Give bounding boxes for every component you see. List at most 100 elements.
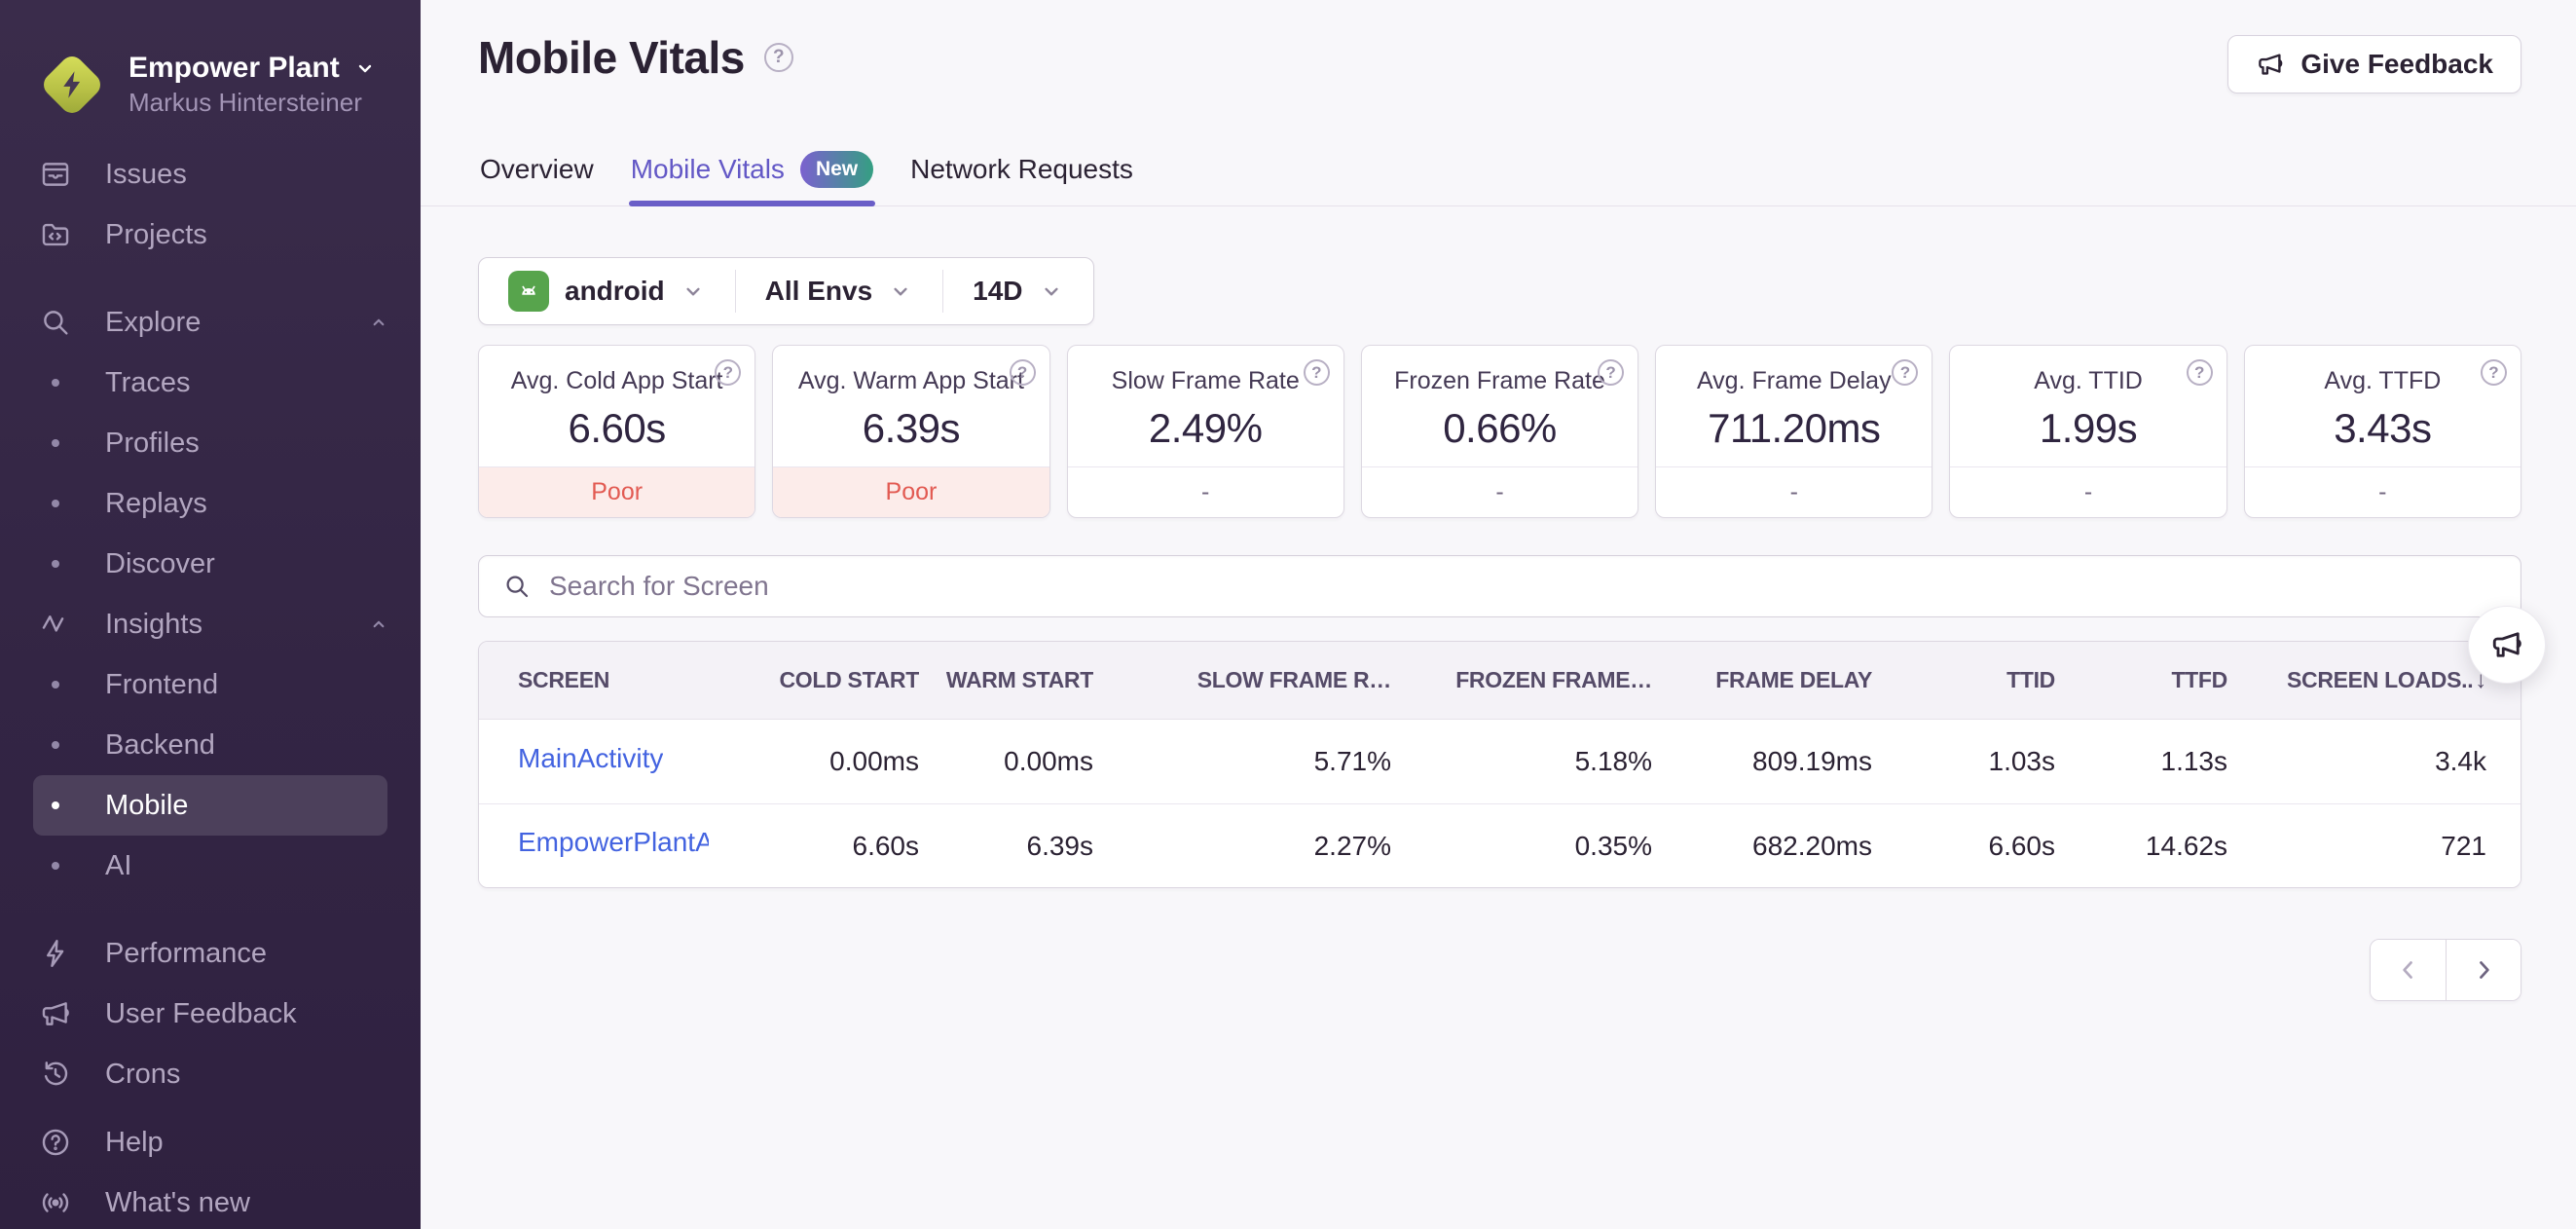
column-header-cold-start[interactable]: COLD START [779, 667, 919, 692]
cell-ttid: 6.60s [1988, 830, 2056, 861]
bullet-icon [37, 500, 74, 507]
question-icon[interactable]: ? [1009, 359, 1036, 386]
question-icon[interactable]: ? [1598, 359, 1625, 386]
chevron-down-icon [1044, 287, 1058, 296]
date-range-filter[interactable]: 14D [943, 258, 1092, 324]
chevron-right-icon [2480, 961, 2489, 979]
give-feedback-button[interactable]: Give Feedback [2227, 35, 2521, 93]
sidebar-item-help[interactable]: Help [0, 1112, 421, 1173]
cell-screen-loads: 721 [2441, 830, 2486, 861]
metric-value: 3.43s [2334, 404, 2432, 451]
cell-frozen-frame-rate: 5.18% [1574, 746, 1652, 776]
column-header-ttfd[interactable]: TTFD [2171, 667, 2227, 692]
sidebar-item-profiles[interactable]: Profiles [0, 413, 421, 473]
tab-overview[interactable]: Overview [478, 132, 596, 205]
feedback-widget-button[interactable] [2468, 606, 2546, 684]
metric-card-frozen-frame-rate: ? Frozen Frame Rate 0.66% - [1360, 345, 1639, 518]
tab-label: Overview [480, 153, 594, 184]
chevron-up-icon[interactable] [366, 612, 391, 637]
question-icon[interactable]: ? [2480, 359, 2507, 386]
chevron-up-icon[interactable] [366, 310, 391, 335]
project-filter[interactable]: android [479, 258, 735, 324]
column-header-slow-frame-rate[interactable]: SLOW FRAME R… [1196, 667, 1391, 692]
sidebar-item-label: Performance [105, 937, 268, 969]
cell-frame-delay: 682.20ms [1752, 830, 1872, 861]
cell-frozen-frame-rate: 0.35% [1574, 830, 1652, 861]
column-header-warm-start[interactable]: WARM START [945, 667, 1093, 692]
chevron-down-icon [686, 287, 700, 296]
sort-desc-icon: ↓ [2475, 666, 2486, 693]
sidebar-item-frontend[interactable]: Frontend [0, 654, 421, 715]
metric-label: Avg. TTFD [2324, 366, 2442, 394]
org-logo [37, 50, 107, 120]
sidebar-item-label: Help [105, 1126, 164, 1158]
sidebar: Empower Plant Markus Hintersteiner Issue… [0, 0, 421, 1229]
org-switcher[interactable]: Empower Plant Markus Hintersteiner [0, 0, 421, 136]
metric-status-badge: Poor [773, 466, 1049, 517]
cell-ttfd: 14.62s [2145, 830, 2227, 861]
bullet-icon [37, 741, 74, 749]
page-title: Mobile Vitals [478, 32, 745, 83]
sidebar-item-label: Profiles [105, 427, 200, 459]
bullet-icon [37, 379, 74, 387]
sidebar-item-user-feedback[interactable]: User Feedback [0, 984, 421, 1044]
column-header-frame-delay[interactable]: FRAME DELAY [1715, 667, 1872, 692]
chevron-left-icon [2402, 961, 2412, 979]
question-icon[interactable]: ? [2186, 359, 2213, 386]
sidebar-item-label: Projects [105, 218, 207, 250]
metric-value: 1.99s [2039, 404, 2138, 451]
metric-value: 711.20ms [1708, 404, 1881, 451]
sidebar-item-label: Crons [105, 1058, 181, 1090]
metric-card-cold-app-start: ? Avg. Cold App Start 6.60s Poor [478, 345, 756, 518]
sidebar-item-mobile[interactable]: Mobile [33, 775, 387, 836]
metric-status-badge: - [1656, 466, 1932, 517]
question-icon[interactable]: ? [1892, 359, 1919, 386]
sidebar-item-projects[interactable]: Projects [0, 205, 421, 265]
screen-link[interactable]: EmpowerPlantAct [518, 827, 709, 857]
sidebar-item-traces[interactable]: Traces [0, 353, 421, 413]
column-header-frozen-frame-rate[interactable]: FROZEN FRAME… [1455, 667, 1652, 692]
tab-mobile-vitals[interactable]: Mobile Vitals New [628, 132, 876, 206]
sidebar-item-issues[interactable]: Issues [0, 144, 421, 205]
pagination [478, 939, 2521, 1001]
megaphone-icon [2492, 632, 2521, 657]
bullet-icon [37, 439, 74, 447]
sidebar-item-whats-new[interactable]: What's new [0, 1173, 421, 1229]
question-icon[interactable]: ? [715, 359, 742, 386]
sidebar-item-explore[interactable]: Explore [0, 292, 421, 353]
sidebar-item-label: AI [105, 849, 132, 881]
sidebar-item-label: Replays [105, 487, 207, 519]
sidebar-item-backend[interactable]: Backend [0, 715, 421, 775]
screen-link[interactable]: MainActivity [518, 742, 664, 773]
table-row[interactable]: MainActivity 0.00ms 0.00ms 5.71% 5.18% 8… [479, 720, 2521, 803]
sidebar-item-replays[interactable]: Replays [0, 473, 421, 534]
metric-card-warm-app-start: ? Avg. Warm App Start 6.39s Poor [772, 345, 1050, 518]
column-header-screen-loads[interactable]: SCREEN LOADS..↓ [2227, 667, 2486, 694]
pagination-prev-button[interactable] [2371, 940, 2446, 1000]
cell-ttfd: 1.13s [2160, 746, 2228, 776]
sidebar-item-ai[interactable]: AI [0, 836, 421, 896]
bullet-icon [37, 681, 74, 689]
sidebar-item-discover[interactable]: Discover [0, 534, 421, 594]
question-icon[interactable]: ? [1303, 359, 1330, 386]
page-help-icon[interactable]: ? [763, 43, 793, 72]
sidebar-item-label: Mobile [105, 789, 189, 821]
metric-label: Slow Frame Rate [1111, 366, 1300, 394]
sidebar-item-crons[interactable]: Crons [0, 1044, 421, 1104]
sidebar-item-performance[interactable]: Performance [0, 923, 421, 984]
pagination-next-button[interactable] [2446, 940, 2521, 1000]
sidebar-item-insights[interactable]: Insights [0, 594, 421, 654]
tab-network-requests[interactable]: Network Requests [908, 132, 1135, 205]
metric-card-frame-delay: ? Avg. Frame Delay 711.20ms - [1655, 345, 1933, 518]
column-header-screen[interactable]: SCREEN [518, 667, 610, 692]
metric-status-badge: - [1067, 466, 1343, 517]
table-row[interactable]: EmpowerPlantAct 6.60s 6.39s 2.27% 0.35% … [479, 803, 2521, 887]
table-header-row: SCREEN COLD START WARM START SLOW FRAME … [479, 642, 2521, 720]
metric-value: 6.39s [862, 404, 961, 451]
environment-filter[interactable]: All Envs [736, 258, 942, 324]
column-header-ttid[interactable]: TTID [2006, 667, 2055, 692]
metric-card-slow-frame-rate: ? Slow Frame Rate 2.49% - [1066, 345, 1344, 518]
main-content: Mobile Vitals ? Give Feedback Overview M… [421, 0, 2576, 1229]
metric-label: Avg. Frame Delay [1696, 366, 1892, 394]
search-input[interactable] [549, 571, 2497, 602]
